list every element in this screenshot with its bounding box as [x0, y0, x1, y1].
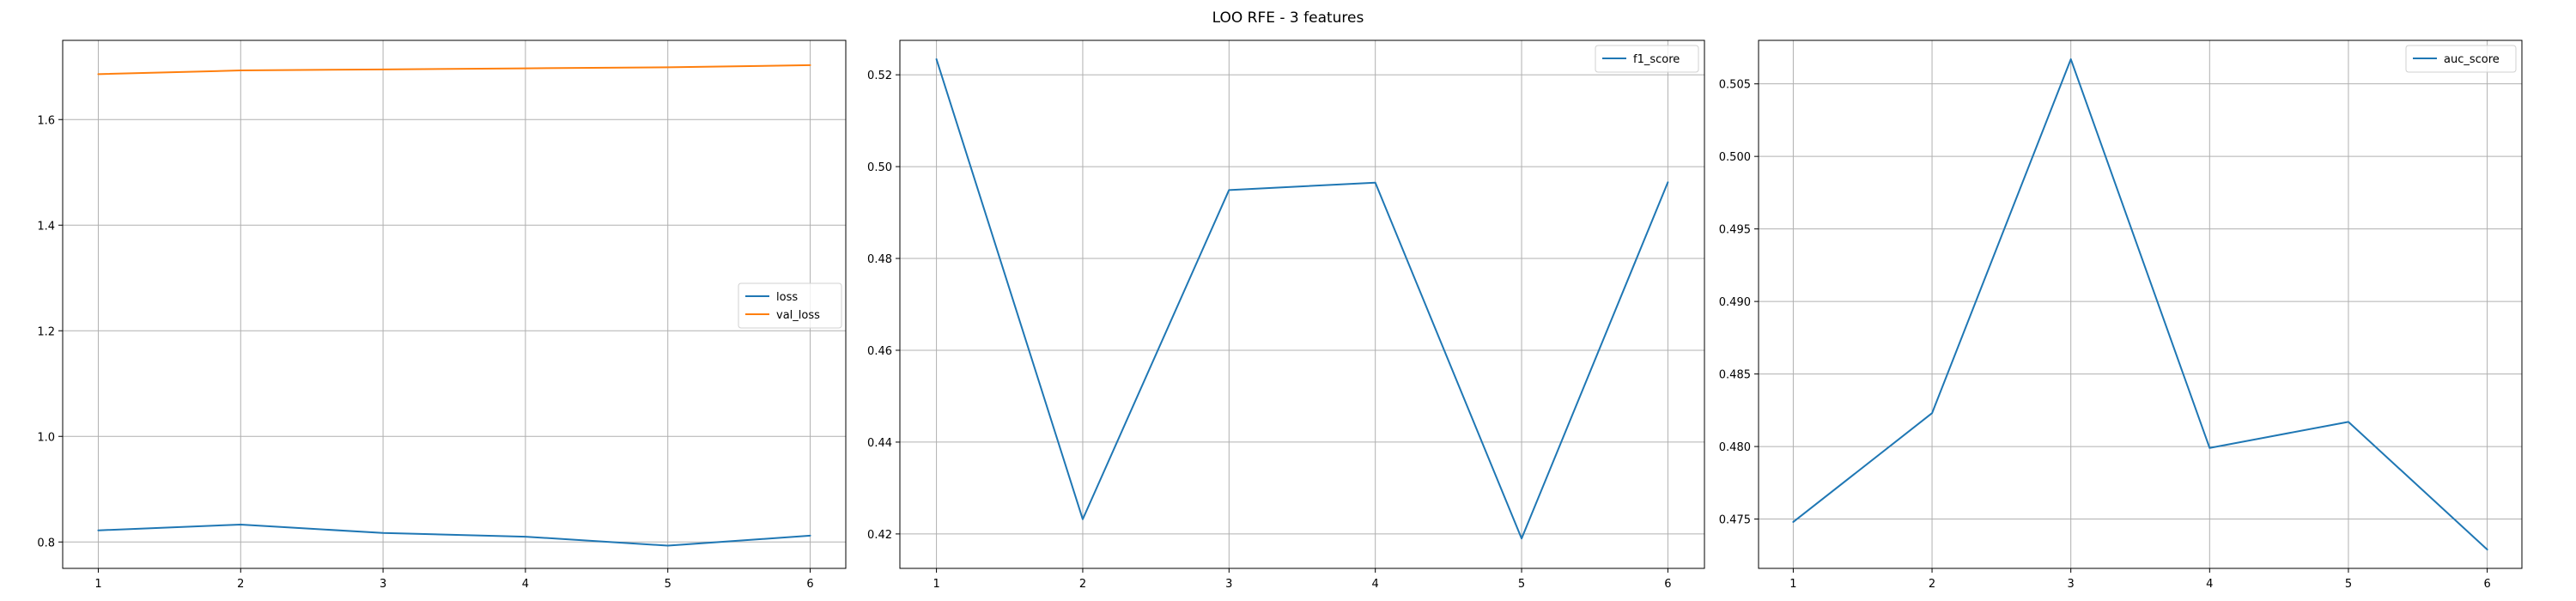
y-tick-label: 0.42 [867, 529, 892, 542]
legend-label: auc_score [2444, 53, 2500, 66]
subplot-2: 1 2 3 4 5 6 0.42 0.44 0.46 0.48 0.50 0.52 f1_score [867, 39, 1705, 591]
x-tick-label: 2 [237, 578, 244, 591]
legend-label: f1_score [1633, 53, 1680, 66]
x-tick-label: 5 [665, 578, 671, 591]
figure-title: LOO RFE - 3 features [1212, 9, 1364, 27]
y-tick-label: 1.4 [37, 220, 55, 233]
y-tick-label: 1.2 [37, 325, 55, 338]
y-tick-label: 0.50 [867, 161, 892, 174]
legend-box [1595, 45, 1699, 73]
x-tick-label: 2 [1929, 578, 1935, 591]
y-tick-label: 0.475 [1719, 514, 1751, 527]
series-line-val-loss [97, 64, 811, 76]
subplots: 1 2 3 4 5 6 0.8 1.0 1.2 1.4 1.6 loss val_loss 1 2 3 4 5 6 0… [37, 39, 2523, 591]
x-tick-label: 4 [1372, 578, 1379, 591]
subplot-3: 1 2 3 4 5 6 0.475 0.480 0.485 0.490 0.495 0.500 0.50… [1719, 39, 2523, 591]
subplot-1: 1 2 3 4 5 6 0.8 1.0 1.2 1.4 1.6 loss val_loss [37, 39, 847, 591]
series-line-f1-score [935, 58, 1669, 540]
y-tick-label: 0.505 [1719, 79, 1751, 92]
axes-frame [899, 39, 1705, 569]
y-tick-label: 1.0 [37, 431, 55, 444]
y-tick-label: 0.48 [867, 253, 892, 266]
x-tick-label: 4 [522, 578, 529, 591]
x-tick-label: 1 [94, 578, 101, 591]
y-tick-label: 0.44 [867, 437, 892, 450]
x-tick-label: 5 [2345, 578, 2352, 591]
x-tick-label: 6 [1664, 578, 1671, 591]
legend: auc_score [2405, 45, 2517, 73]
x-tick-label: 1 [933, 578, 939, 591]
series-line-auc-score [1792, 58, 2488, 551]
legend: loss val_loss [738, 282, 842, 329]
legend-label: val_loss [776, 309, 820, 322]
y-tick-label: 0.485 [1719, 369, 1751, 382]
legend-box [738, 282, 842, 329]
legend-box [2405, 45, 2517, 73]
x-tick-label: 4 [2206, 578, 2213, 591]
x-tick-label: 5 [1518, 578, 1525, 591]
series-line-loss [97, 523, 811, 547]
y-tick-label: 0.495 [1719, 224, 1751, 237]
legend-label: loss [776, 291, 798, 304]
y-tick-label: 0.490 [1719, 296, 1751, 309]
x-tick-label: 3 [380, 578, 386, 591]
y-tick-label: 0.8 [37, 537, 55, 549]
axes-frame [1758, 39, 2523, 569]
x-tick-label: 6 [2483, 578, 2490, 591]
x-tick-label: 2 [1079, 578, 1086, 591]
axes-frame [62, 39, 847, 569]
y-tick-label: 1.6 [37, 114, 55, 127]
x-tick-label: 3 [2068, 578, 2075, 591]
y-tick-label: 0.500 [1719, 151, 1751, 164]
y-tick-label: 0.46 [867, 345, 892, 358]
y-tick-label: 0.52 [867, 70, 892, 82]
legend: f1_score [1595, 45, 1699, 73]
x-tick-label: 3 [1225, 578, 1232, 591]
y-tick-label: 0.480 [1719, 441, 1751, 454]
x-tick-label: 6 [806, 578, 813, 591]
x-tick-label: 1 [1789, 578, 1796, 591]
